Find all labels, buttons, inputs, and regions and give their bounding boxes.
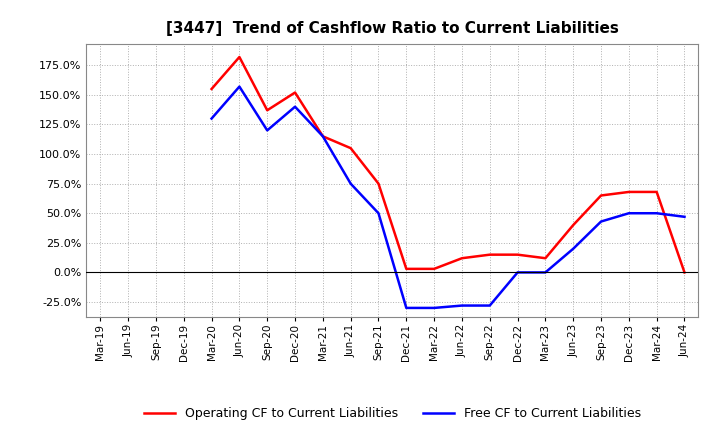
Free CF to Current Liabilities [624,211,633,216]
Free CF to Current Liabilities [569,246,577,251]
Free CF to Current Liabilities [207,116,216,121]
Free CF to Current Liabilities [346,181,355,186]
Operating CF to Current Liabilities [291,90,300,95]
Operating CF to Current Liabilities [318,134,327,139]
Operating CF to Current Liabilities [263,108,271,113]
Operating CF to Current Liabilities [430,266,438,271]
Operating CF to Current Liabilities [597,193,606,198]
Operating CF to Current Liabilities [569,223,577,228]
Free CF to Current Liabilities [402,305,410,311]
Title: [3447]  Trend of Cashflow Ratio to Current Liabilities: [3447] Trend of Cashflow Ratio to Curren… [166,21,618,36]
Operating CF to Current Liabilities [374,181,383,186]
Operating CF to Current Liabilities [235,55,243,60]
Free CF to Current Liabilities [318,134,327,139]
Free CF to Current Liabilities [263,128,271,133]
Operating CF to Current Liabilities [513,252,522,257]
Line: Free CF to Current Liabilities: Free CF to Current Liabilities [212,87,685,308]
Operating CF to Current Liabilities [207,86,216,92]
Free CF to Current Liabilities [513,270,522,275]
Free CF to Current Liabilities [430,305,438,311]
Free CF to Current Liabilities [652,211,661,216]
Operating CF to Current Liabilities [346,146,355,151]
Free CF to Current Liabilities [597,219,606,224]
Operating CF to Current Liabilities [680,270,689,275]
Operating CF to Current Liabilities [402,266,410,271]
Operating CF to Current Liabilities [485,252,494,257]
Operating CF to Current Liabilities [458,256,467,261]
Free CF to Current Liabilities [680,214,689,220]
Free CF to Current Liabilities [374,211,383,216]
Operating CF to Current Liabilities [624,189,633,194]
Free CF to Current Liabilities [235,84,243,89]
Line: Operating CF to Current Liabilities: Operating CF to Current Liabilities [212,57,685,272]
Free CF to Current Liabilities [291,104,300,110]
Free CF to Current Liabilities [458,303,467,308]
Free CF to Current Liabilities [485,303,494,308]
Free CF to Current Liabilities [541,270,550,275]
Operating CF to Current Liabilities [652,189,661,194]
Legend: Operating CF to Current Liabilities, Free CF to Current Liabilities: Operating CF to Current Liabilities, Fre… [138,402,647,425]
Operating CF to Current Liabilities [541,256,550,261]
